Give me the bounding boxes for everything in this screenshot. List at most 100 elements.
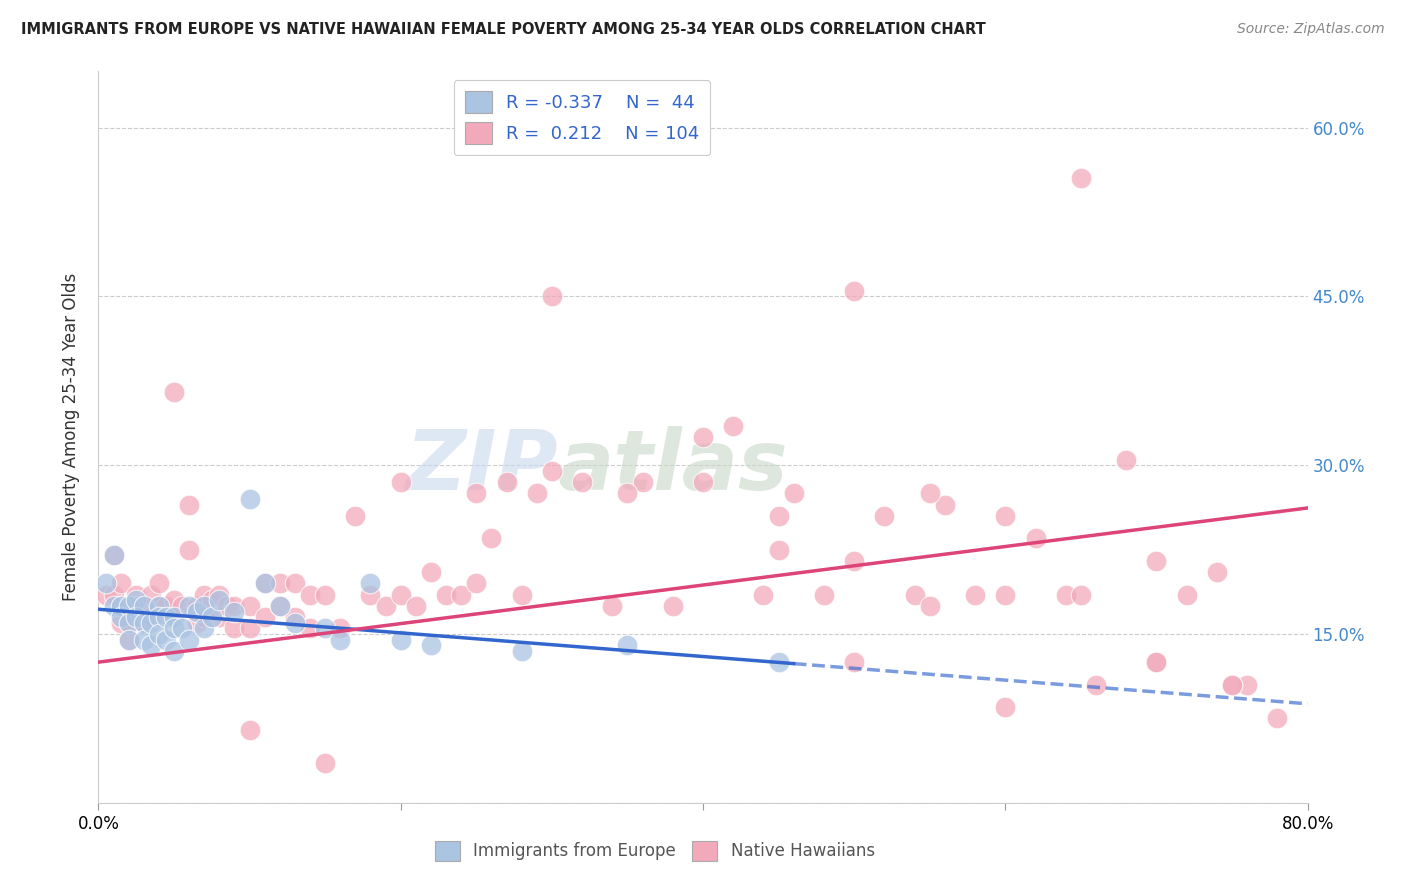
Point: [215, 599, 238, 613]
Point: [141, 615, 163, 630]
Point: [239, 599, 262, 613]
Point: [994, 700, 1017, 714]
Point: [193, 621, 215, 635]
Point: [1085, 678, 1108, 692]
Point: [148, 599, 170, 613]
Point: [253, 610, 276, 624]
Point: [495, 475, 517, 489]
Point: [723, 418, 745, 433]
Point: [1144, 655, 1167, 669]
Point: [155, 632, 177, 647]
Point: [1024, 532, 1046, 546]
Point: [125, 599, 148, 613]
Point: [239, 491, 262, 506]
Point: [148, 599, 170, 613]
Point: [186, 615, 208, 630]
Point: [103, 548, 125, 562]
Point: [110, 610, 132, 624]
Point: [934, 498, 956, 512]
Point: [179, 542, 201, 557]
Point: [768, 655, 790, 669]
Point: [118, 599, 141, 613]
Point: [374, 599, 396, 613]
Point: [170, 599, 193, 613]
Text: ZIP: ZIP: [405, 425, 558, 507]
Point: [208, 588, 231, 602]
Point: [94, 588, 117, 602]
Point: [118, 599, 141, 613]
Point: [103, 599, 125, 613]
Point: [299, 621, 322, 635]
Point: [994, 508, 1017, 523]
Point: [132, 599, 155, 613]
Text: atlas: atlas: [558, 425, 789, 507]
Point: [132, 599, 155, 613]
Point: [132, 632, 155, 647]
Point: [163, 621, 186, 635]
Point: [768, 542, 790, 557]
Point: [510, 644, 533, 658]
Point: [692, 430, 714, 444]
Point: [186, 605, 208, 619]
Point: [208, 610, 231, 624]
Point: [768, 508, 790, 523]
Point: [540, 289, 562, 303]
Point: [193, 588, 215, 602]
Point: [450, 588, 472, 602]
Point: [208, 593, 231, 607]
Point: [360, 576, 382, 591]
Point: [844, 655, 866, 669]
Point: [132, 615, 155, 630]
Point: [389, 588, 412, 602]
Point: [918, 599, 941, 613]
Point: [179, 632, 201, 647]
Point: [253, 576, 276, 591]
Point: [692, 475, 714, 489]
Point: [125, 610, 148, 624]
Point: [132, 615, 155, 630]
Legend: Immigrants from Europe, Native Hawaiians: Immigrants from Europe, Native Hawaiians: [427, 834, 882, 868]
Point: [141, 610, 163, 624]
Point: [253, 576, 276, 591]
Point: [420, 638, 443, 652]
Point: [661, 599, 683, 613]
Point: [616, 486, 638, 500]
Point: [813, 588, 835, 602]
Point: [405, 599, 427, 613]
Point: [284, 576, 307, 591]
Point: [148, 576, 170, 591]
Point: [193, 610, 215, 624]
Point: [284, 615, 307, 630]
Point: [1115, 452, 1137, 467]
Point: [314, 621, 336, 635]
Point: [540, 464, 562, 478]
Point: [616, 638, 638, 652]
Point: [965, 588, 987, 602]
Point: [329, 621, 352, 635]
Point: [571, 475, 593, 489]
Point: [148, 627, 170, 641]
Point: [179, 498, 201, 512]
Point: [344, 508, 367, 523]
Point: [420, 565, 443, 579]
Point: [1220, 678, 1243, 692]
Point: [224, 621, 246, 635]
Point: [299, 588, 322, 602]
Point: [918, 486, 941, 500]
Point: [1267, 711, 1289, 725]
Text: Source: ZipAtlas.com: Source: ZipAtlas.com: [1237, 22, 1385, 37]
Point: [110, 615, 132, 630]
Point: [125, 588, 148, 602]
Point: [1144, 655, 1167, 669]
Point: [1054, 588, 1077, 602]
Point: [163, 385, 186, 400]
Point: [481, 532, 503, 546]
Point: [389, 475, 412, 489]
Point: [269, 599, 291, 613]
Point: [118, 615, 141, 630]
Point: [186, 599, 208, 613]
Point: [269, 599, 291, 613]
Point: [873, 508, 896, 523]
Point: [163, 644, 186, 658]
Point: [110, 599, 132, 613]
